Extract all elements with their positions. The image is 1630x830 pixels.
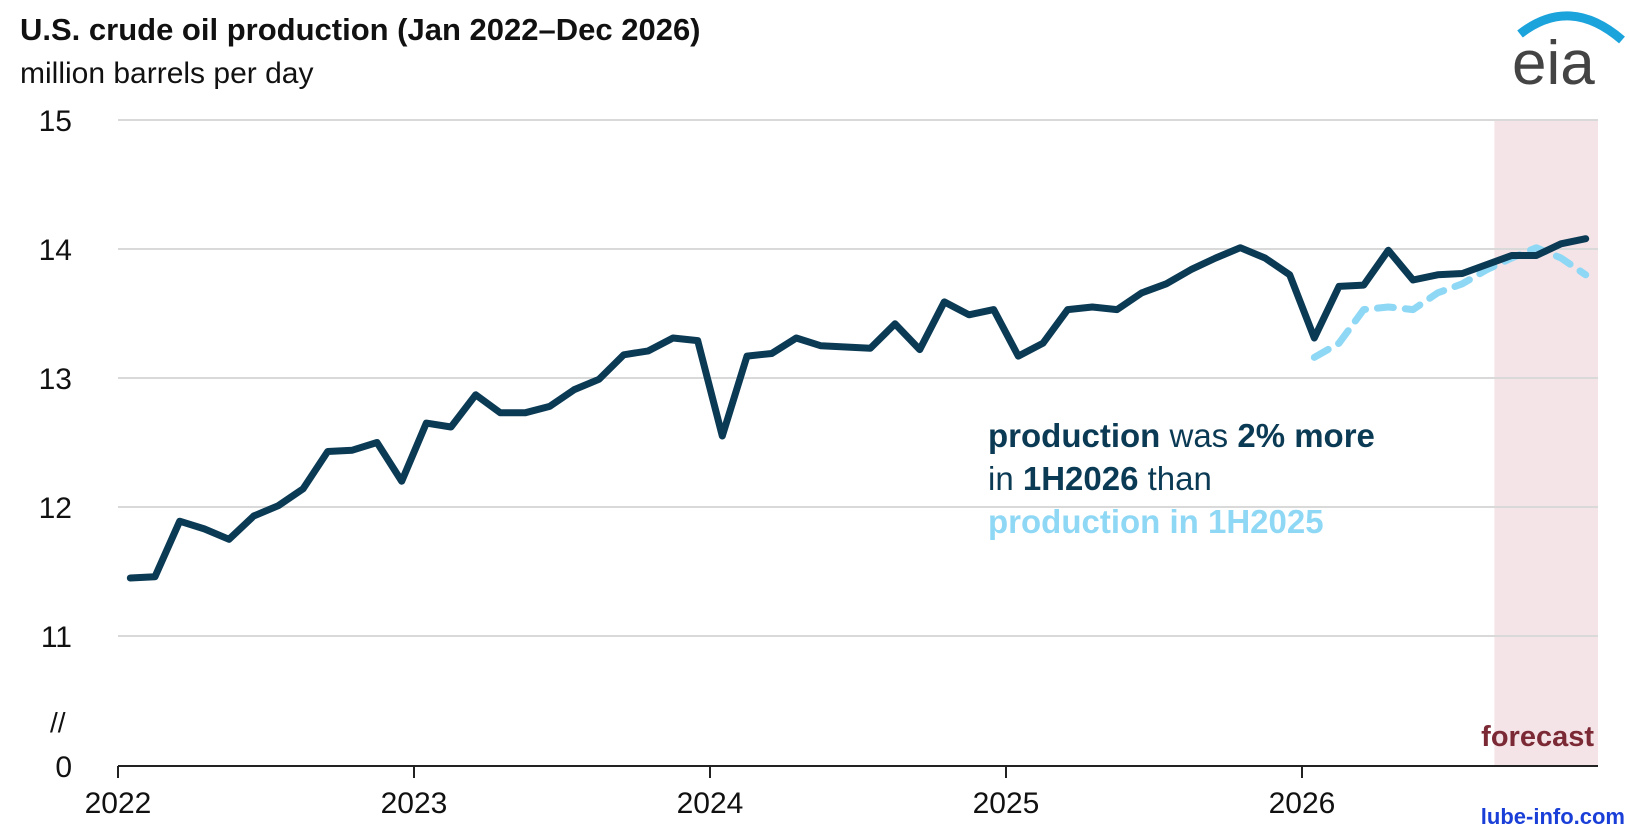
logo: eia bbox=[1512, 29, 1595, 98]
annotation: production in 1H2025 bbox=[988, 503, 1324, 540]
x-tick-label: 2025 bbox=[973, 787, 1040, 820]
data-line bbox=[1310, 244, 1590, 361]
chart-title: U.S. crude oil production (Jan 2022–Dec … bbox=[20, 12, 701, 47]
annotation-part: than bbox=[1138, 460, 1211, 497]
y-tick-label: 11 bbox=[41, 621, 72, 654]
annotation-part: production bbox=[988, 417, 1160, 454]
x-tick-label: 2022 bbox=[85, 787, 152, 820]
y-tick-label: 15 bbox=[39, 105, 72, 138]
forecast-region bbox=[1494, 120, 1598, 766]
y-tick-label: 0 bbox=[55, 751, 72, 784]
annotation-part: was bbox=[1160, 417, 1237, 454]
watermark: lube-info.com bbox=[1481, 804, 1625, 829]
annotation: in 1H2026 than bbox=[988, 460, 1212, 497]
forecast-label: forecast bbox=[1481, 721, 1594, 753]
x-tick-label: 2024 bbox=[677, 787, 744, 820]
annotation: production was 2% more bbox=[988, 417, 1375, 454]
logo-arc bbox=[1517, 11, 1625, 44]
data-line bbox=[126, 235, 1590, 582]
annotation-part: 2% more bbox=[1237, 417, 1375, 454]
y-tick-label: 13 bbox=[39, 363, 72, 396]
annotation-part: 1H2026 bbox=[1023, 460, 1139, 497]
axis-break: // bbox=[50, 707, 66, 738]
x-tick-label: 2026 bbox=[1269, 787, 1336, 820]
chart-subtitle: million barrels per day bbox=[20, 57, 313, 90]
plot-area: forecast 0 11 12 13 14 15 // 2022 2023 2024 2025 202… bbox=[39, 105, 1598, 820]
y-tick-label: 12 bbox=[39, 492, 72, 525]
annotation-part: in bbox=[988, 460, 1023, 497]
y-tick-label: 14 bbox=[39, 234, 72, 267]
x-tick-label: 2023 bbox=[381, 787, 448, 820]
